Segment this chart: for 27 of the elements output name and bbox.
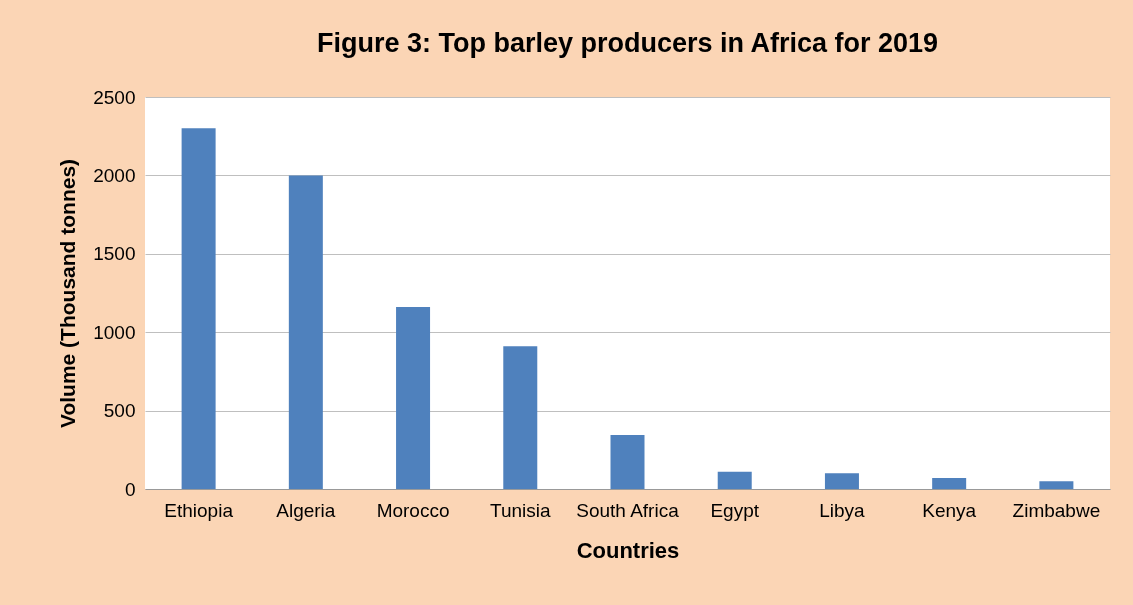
bar — [503, 346, 538, 489]
x-tick-label: Algeria — [276, 499, 336, 521]
x-tick-label: South Africa — [576, 499, 680, 521]
x-tick-label: Libya — [819, 499, 866, 521]
bar — [610, 434, 645, 489]
y-tick-label: 2000 — [93, 164, 136, 186]
x-tick-label: Ethiopia — [164, 499, 234, 521]
bar — [181, 128, 216, 489]
x-axis-title: Countries — [576, 537, 680, 563]
bar — [288, 175, 323, 489]
y-tick-label: 500 — [103, 400, 136, 422]
bar — [396, 307, 431, 489]
x-tick-label: Egypt — [710, 499, 760, 521]
y-axis-title: Volume (Thousand tonnes) — [56, 158, 80, 429]
x-tick-label: Morocco — [376, 499, 450, 521]
y-tick-label: 0 — [124, 478, 136, 500]
bar — [1039, 481, 1074, 489]
y-tick-label: 2500 — [93, 86, 136, 108]
x-tick-label: Zimbabwe — [1012, 499, 1101, 521]
y-tick-label: 1000 — [93, 321, 136, 343]
chart-title: Figure 3: Top barley producers in Africa for 2019 — [316, 28, 939, 58]
bar — [717, 471, 752, 489]
y-tick-label: 1500 — [93, 243, 136, 265]
x-tick-label: Tunisia — [490, 499, 551, 521]
bar — [932, 478, 967, 489]
bar — [824, 473, 859, 489]
x-tick-label: Kenya — [922, 499, 977, 521]
